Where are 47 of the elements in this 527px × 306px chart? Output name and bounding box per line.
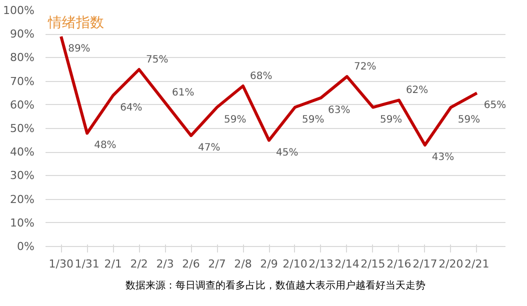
chart-title: 情绪指数	[47, 15, 104, 32]
text: 68%	[250, 71, 272, 82]
text: 64%	[120, 102, 142, 114]
text: 75%	[146, 54, 168, 66]
x-tick-label: 2/9	[260, 258, 278, 270]
text: 59%	[224, 114, 246, 126]
text: 72%	[354, 62, 376, 73]
text: 62%	[406, 85, 428, 96]
x-tick-label: 2/17	[412, 258, 438, 270]
text: 89%	[68, 43, 90, 54]
text: 63%	[328, 104, 350, 116]
x-tick-label: 2/20	[438, 258, 464, 270]
y-tick-label: 70%	[10, 74, 35, 88]
text: 48%	[94, 140, 116, 152]
y-tick-label: 80%	[10, 51, 35, 64]
x-tick-label: 2/7	[208, 258, 226, 270]
text: 43%	[432, 152, 454, 164]
x-tick-label: 2/15	[360, 258, 386, 270]
y-tick-label: 50%	[10, 122, 35, 135]
text: 61%	[172, 88, 194, 99]
text: 45%	[276, 147, 298, 158]
x-tick-label: 2/8	[234, 258, 252, 270]
y-tick-label: 100%	[3, 4, 35, 17]
y-tick-label: 30%	[10, 169, 35, 182]
x-tick-label: 2/16	[386, 258, 412, 270]
text: 59%	[458, 114, 480, 126]
x-tick-label: 2/14	[334, 258, 360, 270]
y-tick-label: 20%	[10, 192, 35, 206]
text: 65%	[484, 100, 506, 112]
x-tick-label: 2/2	[130, 258, 148, 270]
source-note: 数据来源：每日调查的看多占比，数值越大表示用户越看好当天走势	[126, 280, 426, 292]
x-tick-label: 1/30	[48, 258, 74, 270]
y-tick-label: 10%	[10, 216, 35, 230]
x-tick-label: 2/21	[464, 258, 490, 270]
text: 59%	[302, 114, 324, 126]
x-tick-label: 2/3	[156, 258, 174, 270]
x-tick-label: 1/31	[74, 258, 100, 270]
text: 47%	[198, 142, 220, 154]
x-tick-label: 2/10	[282, 258, 308, 270]
x-tick-label: 2/13	[308, 258, 334, 270]
x-tick-label: 2/6	[182, 258, 200, 270]
y-tick-label: 40%	[10, 146, 35, 159]
y-tick-label: 90%	[10, 28, 35, 41]
x-tick-label: 2/1	[104, 258, 122, 270]
y-tick-label: 60%	[10, 98, 35, 112]
y-tick-label: 0%	[17, 240, 34, 253]
text: 59%	[380, 114, 402, 126]
